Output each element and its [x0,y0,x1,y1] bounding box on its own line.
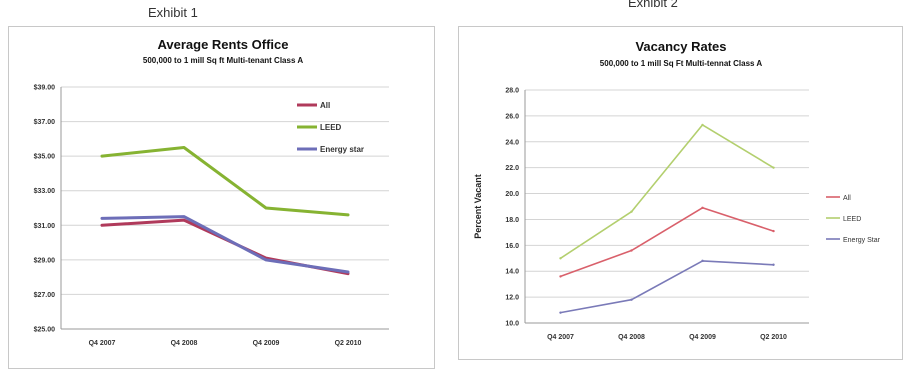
y-tick-label: $37.00 [34,119,56,126]
chart-subtitle: 500,000 to 1 mill Sq ft Multi-tenant Cla… [143,56,303,65]
legend-label: Energy Star [843,237,881,244]
exhibit-1-label: Exhibit 1 [148,5,198,20]
data-point [182,215,186,218]
x-tick-label: Q4 2009 [689,334,716,341]
legend-label: Energy star [320,145,364,154]
y-tick-label: 14.0 [505,269,519,276]
data-point [630,298,633,301]
y-tick-label: 18.0 [505,217,519,224]
y-tick-label: $39.00 [34,85,56,92]
chart-subtitle: 500,000 to 1 mill Sq Ft Multi-tennat Cla… [600,59,763,68]
x-tick-label: Q4 2007 [547,334,574,341]
x-tick-label: Q4 2007 [89,340,116,347]
data-point [701,259,704,263]
data-point [772,263,775,266]
x-tick-label: Q2 2010 [760,334,787,341]
legend-label: All [320,101,330,110]
data-point [264,206,268,210]
y-tick-label: 20.0 [505,191,519,198]
exhibit-2-label: Exhibit 2 [628,0,678,10]
data-point [701,123,704,127]
y-tick-label: $33.00 [34,188,56,195]
y-tick-label: 24.0 [505,139,519,146]
data-point [772,229,775,233]
legend-label: LEED [320,123,342,132]
series-line-energy-star [559,260,775,314]
x-tick-label: Q4 2008 [618,334,645,341]
y-tick-label: 28.0 [505,88,519,95]
legend-label: All [843,195,851,202]
data-point [630,210,633,213]
y-tick-label: $35.00 [34,154,56,161]
data-point [559,311,562,314]
y-tick-label: $31.00 [34,223,56,230]
y-tick-label: 10.0 [505,321,519,328]
data-point [182,218,186,222]
chart-title: Average Rents Office [157,37,288,52]
y-tick-label: 16.0 [505,243,519,250]
data-point [100,154,104,158]
series-line-leed [559,124,775,260]
data-point [346,270,350,274]
series-line-all [559,207,775,278]
data-point [100,217,104,220]
x-tick-label: Q4 2009 [253,340,280,347]
legend-label: LEED [843,216,861,223]
y-axis-title: Percent Vacant [473,174,483,239]
data-point [182,146,186,149]
y-tick-label: $29.00 [34,257,56,264]
series-line-leed [100,146,350,217]
data-point [559,257,562,260]
series-line-energy-star [100,215,350,274]
rents-chart: Average Rents Office 500,000 to 1 mill Sq… [34,37,389,347]
y-tick-label: 26.0 [505,113,519,120]
y-tick-label: $25.00 [34,327,56,334]
x-tick-label: Q4 2008 [171,340,198,347]
chart-panel-rents: Average Rents Office 500,000 to 1 mill Sq… [8,26,435,369]
data-point [264,258,268,262]
data-point [701,206,704,209]
vacancy-chart: Vacancy Rates 500,000 to 1 mill Sq Ft Mul… [473,39,881,341]
data-point [559,275,562,278]
data-point [100,224,104,227]
chart-panel-vacancy: Vacancy Rates 500,000 to 1 mill Sq Ft Mul… [458,26,903,360]
x-tick-label: Q2 2010 [335,340,362,347]
data-point [630,249,633,252]
data-point [772,166,775,169]
y-tick-label: 12.0 [505,295,519,302]
y-tick-label: $27.00 [34,292,56,299]
y-tick-label: 22.0 [505,165,519,172]
chart-title: Vacancy Rates [635,39,726,54]
data-point [346,213,350,217]
